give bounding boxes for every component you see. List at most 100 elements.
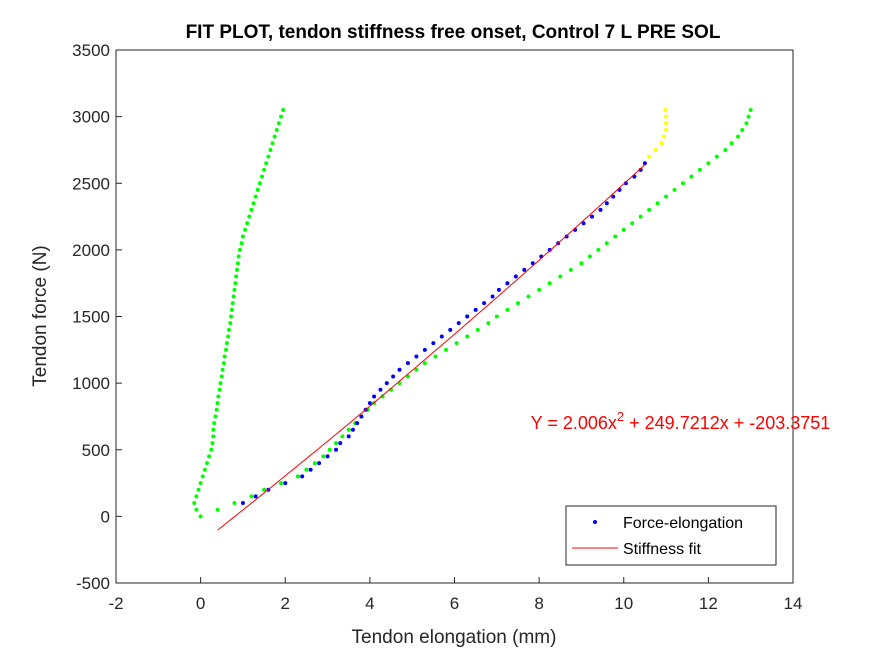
data-point [230,301,235,306]
data-point [283,481,288,486]
x-axis-label: Tendon elongation (mm) [352,627,557,648]
data-point [558,274,563,279]
data-point [405,361,410,366]
data-point [663,107,668,112]
data-point [672,187,677,192]
data-point [613,234,618,239]
data-point [196,487,201,492]
data-point [224,347,229,352]
data-point [194,494,199,499]
data-point [240,234,245,239]
data-point [213,414,218,419]
data-point [218,381,223,386]
y-tick-label: 2500 [72,174,110,193]
data-point [697,167,702,172]
data-point [235,261,240,266]
legend-box [565,505,777,566]
data-point [465,334,470,339]
data-point [439,334,444,339]
data-point [596,247,601,252]
data-point [642,161,647,166]
data-point [680,181,685,186]
data-point [515,301,520,306]
plot-area [115,49,794,584]
data-point [537,287,542,292]
data-point [422,361,427,366]
data-point [340,434,345,439]
data-point [317,461,322,466]
data-point [431,341,436,346]
data-point [279,114,284,119]
equation-prefix: Y = 2.006x [531,413,617,433]
data-point [359,414,364,419]
data-point [653,147,658,152]
data-point [200,474,205,479]
data-point [221,361,226,366]
data-point [444,347,449,352]
data-point [689,174,694,179]
data-point [454,341,459,346]
fit-equation-annotation: Y = 2.006x2 + 249.7212x + -203.3751 [531,409,831,433]
data-point [211,427,216,432]
y-tick-label: 3500 [72,41,110,60]
data-point [192,501,197,506]
data-point [226,334,231,339]
data-point [215,401,220,406]
data-point [598,207,603,212]
data-point [391,374,396,379]
data-point [264,161,269,166]
data-point [494,314,499,319]
data-point [211,434,216,439]
data-point [229,314,234,319]
data-point [448,327,453,332]
data-point [744,121,749,126]
data-point [397,367,402,372]
x-tick-label: 2 [281,594,290,613]
data-point [490,294,495,299]
data-point [664,121,669,126]
data-point [372,394,377,399]
x-tick-label: 8 [534,594,543,613]
data-point [661,134,666,139]
data-point [270,141,275,146]
data-point [325,454,330,459]
chart-title: FIT PLOT, tendon stiffness free onset, C… [186,22,721,43]
data-point [706,161,711,166]
data-point [346,434,351,439]
data-point [249,207,254,212]
data-point [456,321,461,326]
data-point [257,181,262,186]
x-tick-label: 14 [784,594,803,613]
x-tick-label: -2 [108,594,123,613]
data-point [647,154,652,159]
data-point [579,261,584,266]
legend-label-force-elongation: Force-elongation [623,515,743,532]
data-point [210,441,215,446]
data-point [212,421,217,426]
data-point [513,274,518,279]
y-tick-label: 1000 [72,374,110,393]
data-point [209,447,214,452]
equation-suffix: + 249.7212x + -203.3751 [624,413,830,433]
data-point [228,321,233,326]
data-point [564,234,569,239]
data-point [229,307,234,312]
data-point [530,261,535,266]
data-point [729,141,734,146]
data-point [239,241,244,246]
data-point [198,514,203,519]
data-point [475,327,480,332]
data-point [247,214,252,219]
data-point [486,321,491,326]
data-point [234,274,239,279]
data-point [630,221,635,226]
data-point [547,247,552,252]
data-point [262,487,267,492]
data-point [465,314,470,319]
y-tick-label: 3000 [72,108,110,127]
data-point [232,501,237,506]
data-point [236,254,241,259]
x-tick-label: 4 [365,594,374,613]
data-point [327,447,332,452]
fit-line-layer [217,164,646,531]
